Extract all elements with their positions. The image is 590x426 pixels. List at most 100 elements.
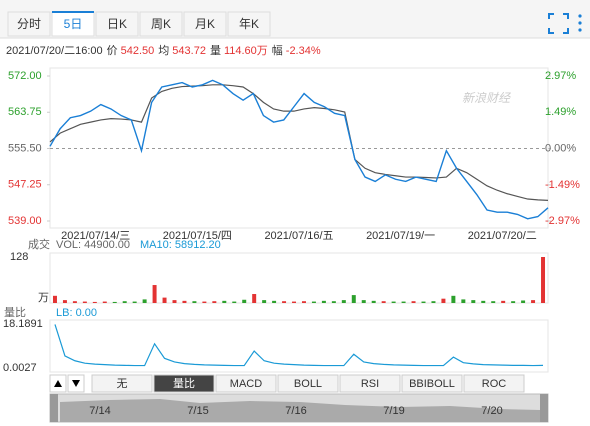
avg-label: 均	[158, 44, 169, 57]
tab-label: 月K	[195, 17, 215, 31]
vol: 114.60万	[224, 45, 268, 57]
ratio-legend: LB: 0.00	[56, 307, 97, 319]
y-tick-label: 0.0027	[3, 362, 37, 374]
volume-bar	[212, 301, 217, 303]
volume-bar	[391, 301, 396, 303]
volume-bar	[292, 301, 297, 303]
volume-bar	[52, 295, 57, 303]
unit-label: 万	[38, 292, 49, 304]
vol-label: 量	[210, 44, 221, 57]
volume-legend: MA10: 58912.20	[140, 239, 221, 251]
volume-bar	[82, 301, 87, 303]
y2-tick-label: 2.97%	[545, 70, 576, 82]
volume-bar	[152, 285, 157, 303]
tab-label: 日K	[107, 17, 127, 31]
indicator-tab-label: 无	[117, 378, 128, 390]
volume-bar	[192, 301, 197, 303]
tab[interactable]	[95, 11, 139, 37]
volume-bar	[112, 301, 117, 303]
volume-bar	[491, 301, 496, 303]
tab[interactable]	[183, 11, 227, 37]
volume-bar	[272, 300, 277, 303]
navigator-label: 7/14	[89, 405, 110, 417]
x-tick-label: 2021/07/16/五	[264, 230, 333, 242]
navigator-handle[interactable]	[50, 394, 58, 422]
volume-bar	[421, 301, 426, 303]
volume-header: 成交 VOL: 44900.00 MA10: 58912.20	[28, 237, 221, 251]
datetime: 2021/07/20/二16:00	[6, 45, 103, 57]
volume-bar	[531, 300, 536, 303]
navigator-shape	[60, 399, 540, 422]
volume-bar	[162, 297, 167, 303]
y-tick-label: 128	[10, 251, 28, 263]
volume-bar	[431, 301, 436, 303]
indicator-tab[interactable]	[91, 374, 153, 393]
dot	[578, 28, 582, 32]
fullscreen-path	[548, 13, 569, 34]
tab-label: 周K	[151, 17, 171, 31]
volume-bar	[222, 300, 227, 303]
price-label: 价	[107, 44, 118, 57]
volume-bar	[142, 299, 147, 303]
indicator-tab[interactable]	[401, 374, 463, 393]
volume-bar	[341, 300, 346, 303]
tab[interactable]	[227, 11, 271, 37]
y2-tick-label: 1.49%	[545, 106, 576, 118]
menu-icon[interactable]	[578, 14, 582, 32]
volume-bar	[501, 300, 506, 303]
y-tick-label: 563.75	[8, 106, 42, 118]
indicator-tab-label: BOLL	[294, 378, 322, 390]
indicator-tab[interactable]	[277, 374, 339, 393]
fullscreen-icon[interactable]	[548, 13, 569, 34]
indicator-tab[interactable]	[215, 374, 277, 393]
y-tick-label: 539.00	[8, 215, 42, 227]
y2-tick-label: -1.49%	[545, 179, 580, 191]
indicator-tab-label: ROC	[482, 378, 507, 390]
volume-bar	[471, 300, 476, 303]
volume-bar	[282, 301, 287, 303]
price-line	[49, 84, 549, 201]
tab[interactable]	[51, 11, 95, 37]
indicator-tab[interactable]	[153, 374, 215, 393]
volume-bar	[62, 300, 67, 303]
indicator-tab-label: BBIBOLL	[409, 378, 455, 390]
arrow-down-icon	[72, 380, 80, 387]
indicator-tab[interactable]	[463, 374, 525, 393]
volume-bar	[381, 301, 386, 303]
x-tick-label: 2021/07/20/二	[468, 230, 537, 242]
volume-bar	[182, 300, 187, 303]
quote-info: 2021/07/20/二16:00 价 542.50 均 543.72 量 114.60万幅…	[6, 44, 321, 57]
volume-bar	[541, 257, 546, 303]
indicator-tab[interactable]	[339, 374, 401, 393]
y-tick-label: 555.50	[8, 142, 42, 154]
y-tick-label: 547.25	[8, 179, 42, 191]
navigator-label: 7/15	[187, 405, 208, 417]
tab-label: 分时	[17, 17, 41, 31]
volume-bar	[511, 301, 516, 303]
price: 542.50	[121, 45, 155, 57]
volume-bar	[411, 301, 416, 303]
volume-bar	[521, 300, 526, 303]
navigator-label: 7/20	[481, 405, 502, 417]
volume-bar	[371, 300, 376, 303]
tab[interactable]	[139, 11, 183, 37]
volume-bar	[252, 294, 257, 303]
chg-label: 幅	[272, 44, 283, 57]
y-tick-label: 18.1891	[3, 318, 43, 330]
volume-bar	[301, 301, 306, 303]
navigator-handle[interactable]	[540, 394, 548, 422]
volume-bar	[401, 301, 406, 303]
dot	[578, 14, 582, 18]
y-tick-label: 572.00	[8, 70, 42, 82]
dot	[578, 21, 582, 25]
volume-bar	[72, 301, 77, 303]
volume-panel	[49, 252, 549, 304]
volume-legend: VOL: 44900.00	[56, 239, 130, 251]
navigator-label: 7/16	[285, 405, 306, 417]
navigator-label: 7/19	[383, 405, 404, 417]
volume-bar	[331, 301, 336, 303]
volume-bar	[311, 301, 316, 303]
x-tick-label: 2021/07/19/一	[366, 230, 435, 242]
tab[interactable]	[7, 11, 51, 37]
indicator-tab-label: MACD	[230, 378, 262, 390]
